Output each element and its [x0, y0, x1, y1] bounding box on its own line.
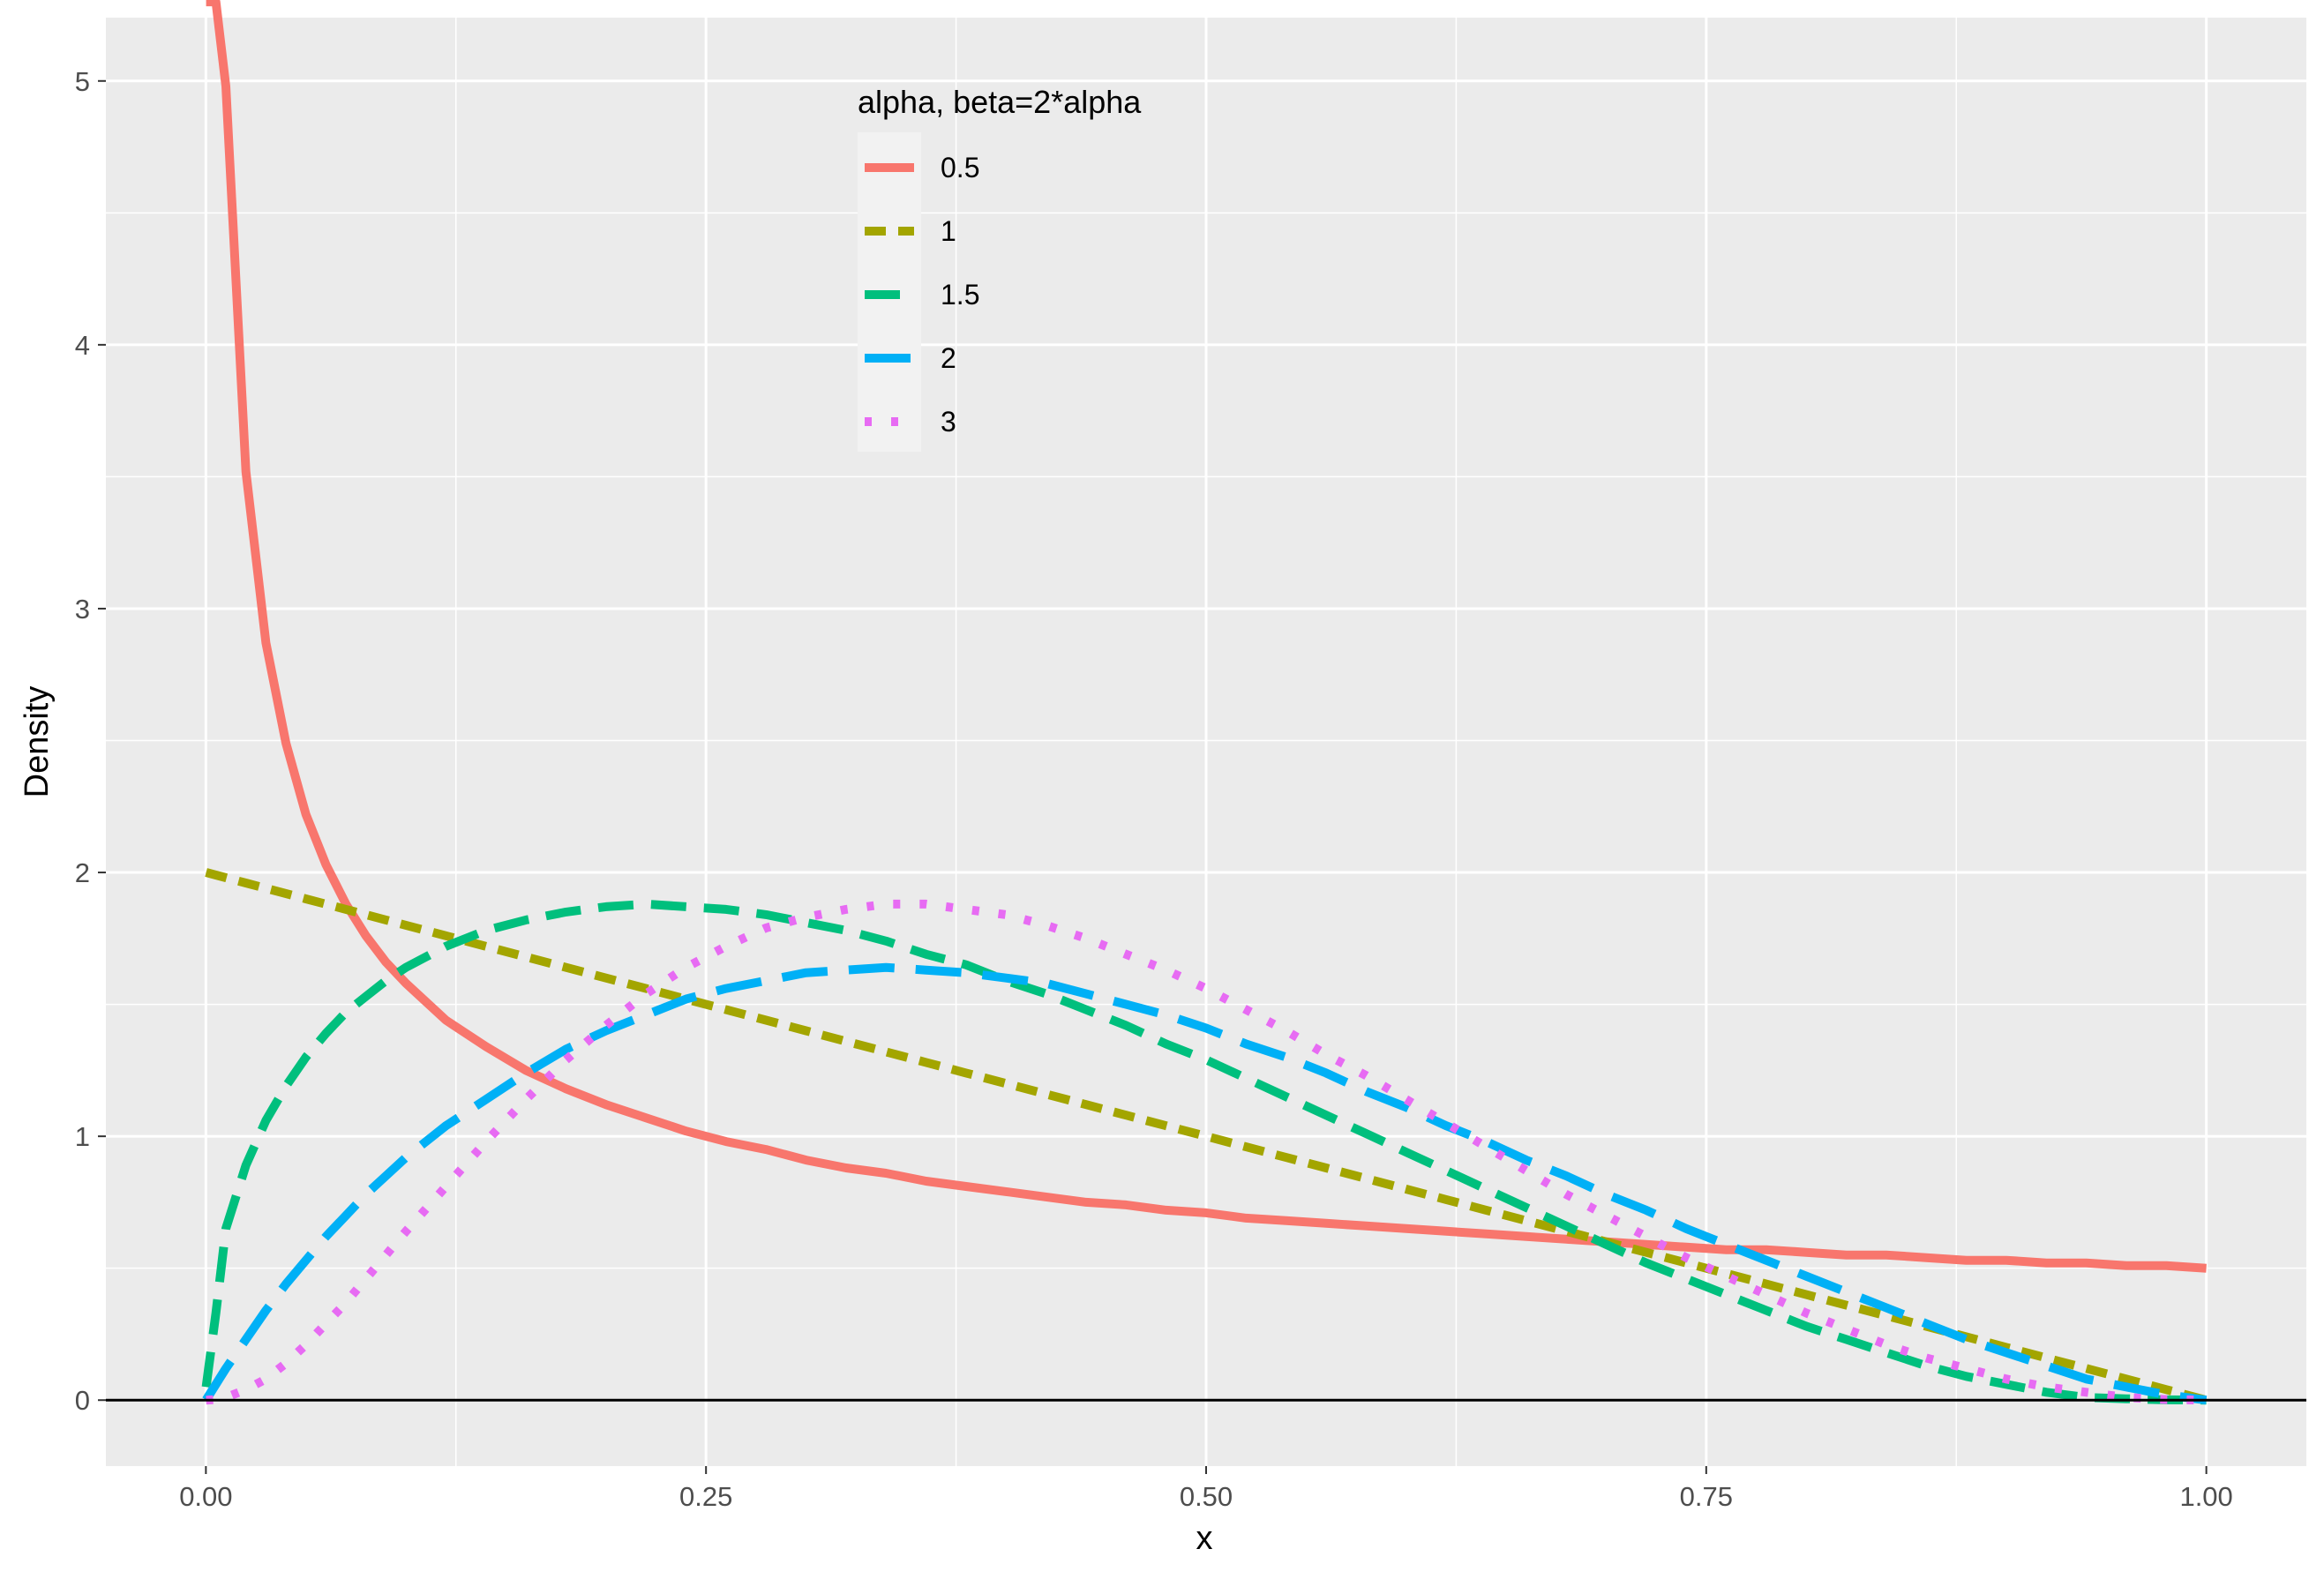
x-tick-label: 0.25 [679, 1481, 732, 1512]
series-lines [201, 0, 2208, 1405]
legend-title: alpha, beta=2*alpha [858, 84, 1142, 120]
legend-label: 0.5 [941, 152, 979, 183]
series-line-3 [206, 899, 2207, 1405]
series-line-1 [205, 868, 2208, 1405]
legend-label: 2 [941, 342, 956, 374]
x-tick-label: 0.50 [1180, 1481, 1233, 1512]
x-tick-label: 0.00 [179, 1481, 232, 1512]
axis-ticks [98, 79, 2208, 1474]
x-axis-title: x [1196, 1520, 1213, 1557]
series-line-0-5 [206, 0, 2207, 1273]
y-tick-label: 2 [75, 857, 90, 888]
y-tick-label: 0 [75, 1385, 90, 1416]
y-axis-title: Density [19, 686, 56, 798]
legend-label: 1 [941, 215, 956, 247]
legend-label: 3 [941, 406, 956, 438]
y-tick-label: 4 [75, 330, 90, 361]
x-tick-label: 0.75 [1680, 1481, 1733, 1512]
legend-items: 0.5 1 1.5 2 3 [865, 152, 979, 438]
series-line-2 [202, 962, 2208, 1405]
legend-label: 1.5 [941, 279, 979, 311]
x-tick-label: 1.00 [2179, 1481, 2232, 1512]
y-tick-label: 5 [75, 66, 90, 97]
axis-tick-labels: 0.00 0.25 0.50 0.75 1.00 0 1 2 3 4 5 [75, 66, 2233, 1512]
y-tick-label: 1 [75, 1121, 90, 1152]
series-line-1-5 [201, 899, 2207, 1405]
legend: alpha, beta=2*alpha 0.5 1 1.5 2 3 [858, 84, 1142, 452]
y-tick-label: 3 [75, 594, 90, 625]
